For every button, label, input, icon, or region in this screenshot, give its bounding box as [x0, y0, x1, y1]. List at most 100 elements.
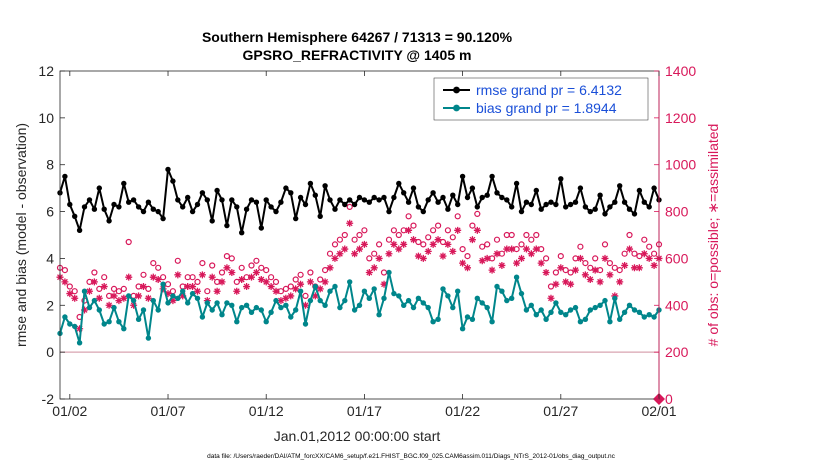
- assimilated-point: [552, 280, 560, 288]
- bias-point: [96, 307, 103, 313]
- rmse-point: [617, 183, 623, 189]
- assimilated-point: [454, 226, 462, 234]
- assimilated-point: [341, 245, 349, 253]
- assimilated-point: [267, 283, 275, 291]
- bias-point: [347, 279, 353, 285]
- rmse-point: [602, 211, 608, 217]
- possible-point: [631, 250, 638, 257]
- x-tick-label: 01/22: [445, 403, 480, 419]
- bias-point: [538, 307, 544, 313]
- assimilated-point: [586, 276, 594, 284]
- assimilated-point: [380, 280, 388, 288]
- bias-point: [587, 307, 593, 313]
- bias-point: [455, 288, 461, 294]
- rmse-point: [401, 190, 407, 196]
- bias-point: [548, 309, 554, 315]
- possible-point: [125, 238, 132, 246]
- possible-point: [533, 231, 540, 239]
- rmse-point: [548, 199, 554, 205]
- possible-point: [292, 276, 299, 283]
- possible-point: [223, 253, 230, 260]
- rmse-point: [337, 197, 343, 203]
- assimilated-point: [621, 261, 629, 269]
- bias-point: [553, 300, 559, 306]
- assimilated-point: [321, 278, 329, 286]
- rmse-point: [62, 173, 68, 180]
- rmse-point: [160, 215, 166, 222]
- assimilated-point: [410, 236, 418, 244]
- assimilated-point: [527, 250, 535, 258]
- rmse-point: [592, 206, 598, 212]
- assimilated-point: [390, 240, 398, 248]
- rmse-point: [121, 180, 127, 187]
- bias-point: [543, 316, 549, 322]
- rmse-point: [347, 197, 353, 203]
- possible-point: [464, 253, 471, 260]
- bias-point: [214, 300, 220, 306]
- y-axis-label: rmse and bias (model - observation): [13, 123, 29, 347]
- assimilated-point: [282, 294, 290, 302]
- bias-point: [126, 293, 132, 299]
- assimilated-point: [365, 268, 373, 276]
- bias-point: [371, 286, 377, 292]
- assimilated-point: [400, 240, 408, 248]
- rmse-point: [234, 204, 240, 210]
- rmse-point: [111, 201, 117, 208]
- assimilated-point: [434, 236, 442, 244]
- possible-point: [621, 250, 628, 257]
- rmse-point: [499, 194, 505, 201]
- bias-point: [91, 297, 98, 304]
- rmse-point: [283, 185, 289, 191]
- bias-point: [641, 314, 647, 320]
- rmse-point: [356, 194, 363, 201]
- assimilated-point: [238, 276, 246, 284]
- assimilated-point: [243, 283, 251, 291]
- bias-point: [342, 297, 348, 304]
- assimilated-point: [572, 266, 580, 274]
- x-tick-label: 01/12: [249, 403, 284, 419]
- assimilated-point: [208, 273, 216, 281]
- rmse-point: [425, 197, 431, 203]
- bias-point: [528, 302, 534, 308]
- bias-point: [351, 307, 358, 313]
- possible-point: [606, 260, 614, 267]
- assimilated-point: [169, 297, 177, 305]
- bias-point: [567, 307, 574, 313]
- y2-tick-label: 1400: [665, 63, 696, 79]
- bias-point: [405, 297, 412, 304]
- rmse-point: [641, 199, 647, 205]
- bias-point: [376, 312, 382, 318]
- rmse-point: [651, 185, 657, 191]
- data-file-footnote: data file: /Users/raeder/DAI/ATM_forcXX/…: [207, 453, 616, 460]
- rmse-point: [91, 206, 98, 212]
- rmse-point: [459, 173, 466, 180]
- rmse-point: [371, 194, 377, 201]
- bias-point: [155, 307, 161, 313]
- possible-point: [592, 255, 599, 262]
- assimilated-point: [630, 264, 638, 272]
- assimilated-point: [120, 294, 128, 302]
- possible-point: [336, 236, 343, 243]
- rmse-point: [312, 192, 318, 198]
- bias-point: [361, 288, 368, 294]
- bias-point: [135, 316, 142, 322]
- bias-point: [572, 304, 579, 311]
- rmse-point: [130, 197, 137, 203]
- bias-point: [592, 304, 598, 311]
- bias-point: [563, 312, 569, 318]
- possible-point: [351, 236, 358, 243]
- bias-point: [582, 316, 589, 322]
- y-tick-label: -2: [42, 391, 55, 407]
- bias-point: [479, 300, 485, 306]
- bias-point: [332, 283, 338, 290]
- rmse-point: [214, 187, 220, 194]
- possible-point: [616, 267, 623, 274]
- rmse-point: [351, 201, 358, 208]
- rmse-point: [224, 222, 230, 229]
- bias-point: [381, 295, 387, 301]
- assimilated-point: [316, 285, 324, 293]
- y2-tick-label: 1000: [665, 157, 696, 173]
- possible-point: [272, 278, 280, 285]
- rmse-point: [194, 201, 201, 208]
- bias-point: [430, 319, 436, 325]
